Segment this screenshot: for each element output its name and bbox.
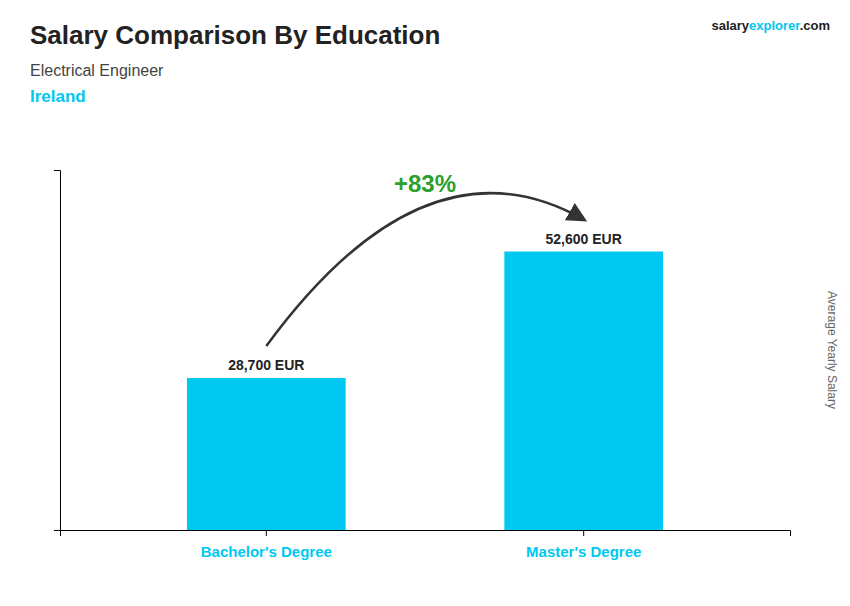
- data-labels: 28,700 EUR 52,600 EUR: [228, 231, 622, 374]
- subtitle: Ireland: [30, 87, 86, 106]
- brand-part: salary: [711, 18, 749, 33]
- y-axis: [54, 171, 61, 531]
- pct-change: +83%: [394, 170, 456, 197]
- bars: [187, 252, 663, 530]
- x-tick: Master's Degree: [526, 530, 641, 560]
- bar: [504, 252, 663, 530]
- plot: Bachelor's Degree Master's Degree 28,700 E…: [54, 170, 791, 560]
- brand-part: .com: [800, 18, 830, 33]
- change-arrow: [266, 193, 583, 346]
- bar: [187, 378, 346, 530]
- x-tick: Bachelor's Degree: [201, 530, 332, 560]
- x-tick-mark: [583, 530, 584, 536]
- x-axis-line: [61, 531, 791, 537]
- chart-svg: Salary Comparison By Education Electrical…: [0, 0, 850, 606]
- brand: salaryexplorer.com: [711, 18, 830, 33]
- x-axis: Bachelor's Degree Master's Degree: [61, 530, 791, 560]
- x-tick-mark: [266, 530, 267, 536]
- title: Salary Comparison By Education: [30, 20, 440, 50]
- x-tick-label: Bachelor's Degree: [201, 543, 332, 560]
- brand-part: explorer: [749, 18, 800, 33]
- data-label: 28,700 EUR: [228, 357, 304, 373]
- y-axis-title: Average Yearly Salary: [825, 291, 839, 409]
- data-label: 52,600 EUR: [546, 231, 622, 247]
- subtitle: Electrical Engineer: [30, 62, 164, 79]
- x-tick-label: Master's Degree: [526, 543, 641, 560]
- y-axis-line: [54, 171, 61, 531]
